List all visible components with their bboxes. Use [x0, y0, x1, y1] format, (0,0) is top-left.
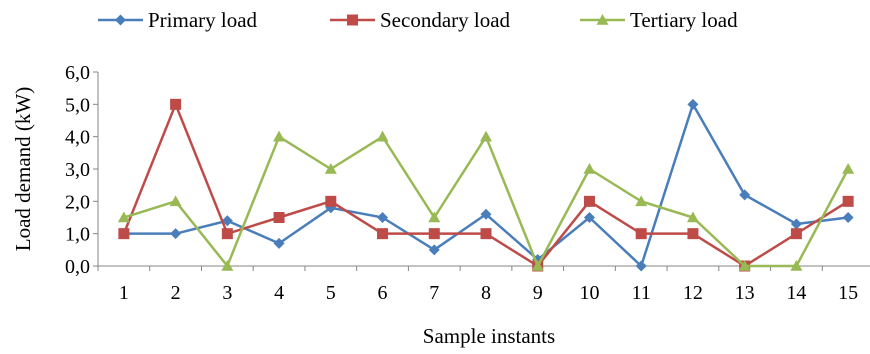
x-tick-label: 10 — [579, 282, 599, 304]
data-point — [221, 228, 233, 240]
data-point — [273, 212, 285, 223]
x-tick-label: 9 — [533, 282, 543, 304]
x-tick-label: 14 — [786, 282, 806, 304]
y-tick-label: 3,0 — [65, 159, 90, 181]
y-tick-label: 4,0 — [65, 127, 90, 149]
x-axis: 1 2 3 4 5 6 7 8 9 10 11 12 13 14 15 — [97, 265, 870, 304]
data-point — [842, 163, 855, 174]
x-tick-label: 15 — [838, 282, 858, 304]
data-point — [687, 228, 699, 240]
legend: Primary load Secondary load Tertiary load — [98, 8, 738, 32]
data-point — [583, 195, 595, 207]
x-tick-label: 11 — [632, 282, 651, 304]
data-point — [170, 228, 182, 240]
x-tick-label: 4 — [274, 282, 284, 304]
series-layer — [117, 98, 855, 272]
legend-label: Primary load — [148, 8, 258, 32]
data-point — [738, 260, 751, 271]
data-point — [635, 228, 647, 240]
x-tick-label: 3 — [222, 282, 232, 304]
x-tick-label: 5 — [326, 282, 336, 304]
data-point — [221, 260, 234, 271]
data-point — [480, 130, 492, 142]
data-point — [480, 228, 492, 240]
data-point — [324, 163, 337, 174]
series-line — [123, 103, 849, 268]
data-point — [531, 260, 544, 271]
data-point — [376, 130, 389, 142]
y-tick-label: 2,0 — [65, 191, 90, 213]
data-point — [739, 189, 751, 201]
y-tick-label: 1,0 — [65, 224, 90, 246]
data-point — [170, 98, 182, 110]
x-tick-label: 13 — [735, 282, 755, 304]
data-point — [635, 195, 648, 207]
data-point — [687, 98, 699, 110]
data-point — [790, 228, 802, 240]
data-point — [428, 211, 441, 223]
x-axis-title: Sample instants — [423, 324, 555, 348]
x-tick-label: 1 — [119, 282, 129, 304]
y-tick-label: 5,0 — [65, 94, 90, 116]
series-secondary-load — [118, 98, 854, 272]
x-tick-label: 7 — [429, 282, 439, 304]
data-point — [118, 228, 130, 240]
legend-item: Primary load — [98, 8, 258, 32]
data-point — [377, 228, 389, 240]
data-point — [273, 130, 286, 142]
data-point — [169, 195, 182, 207]
data-point — [842, 195, 854, 207]
series-tertiary-load — [117, 130, 855, 271]
data-point — [117, 211, 130, 223]
y-axis-title: Load demand (kW) — [11, 87, 35, 251]
series-primary-load — [118, 98, 854, 272]
data-point — [480, 208, 492, 220]
legend-item: Secondary load — [330, 8, 511, 32]
legend-marker — [347, 14, 358, 26]
legend-marker — [115, 14, 126, 26]
data-point — [635, 260, 647, 272]
x-tick-label: 6 — [378, 282, 388, 304]
y-tick-label: 6,0 — [65, 62, 90, 84]
data-point — [686, 211, 699, 223]
legend-marker — [596, 14, 609, 25]
x-tick-label: 2 — [171, 282, 181, 304]
data-point — [790, 218, 802, 230]
data-point — [325, 195, 337, 207]
data-point — [842, 212, 854, 223]
legend-item: Tertiary load — [580, 8, 738, 32]
legend-label: Tertiary load — [630, 8, 738, 32]
data-point — [273, 237, 285, 249]
data-point — [377, 212, 389, 223]
data-point — [583, 212, 595, 223]
data-point — [428, 228, 440, 240]
data-point — [428, 244, 440, 256]
y-axis: 0,0 1,0 2,0 3,0 4,0 5,0 6,0 — [65, 62, 99, 278]
data-point — [583, 163, 596, 174]
y-tick-label: 0,0 — [65, 256, 90, 278]
series-line — [123, 135, 850, 268]
data-point — [790, 260, 803, 271]
x-tick-label: 8 — [481, 282, 491, 304]
legend-label: Secondary load — [380, 8, 511, 32]
x-tick-label: 12 — [683, 282, 703, 304]
